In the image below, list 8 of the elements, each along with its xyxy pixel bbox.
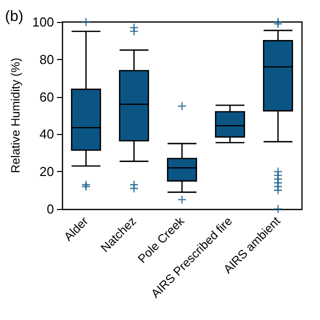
y-tick-label: 60 — [40, 89, 54, 104]
y-tick-label: 0 — [46, 202, 54, 216]
y-tick-label: 80 — [40, 52, 54, 67]
y-tick-label: 100 — [32, 14, 54, 30]
y-tick-label: 40 — [40, 126, 54, 142]
chart-title: (b) — [5, 8, 24, 25]
y-axis-title: Relative Humidity (%) — [8, 58, 22, 174]
y-tick-label: 20 — [40, 164, 54, 180]
